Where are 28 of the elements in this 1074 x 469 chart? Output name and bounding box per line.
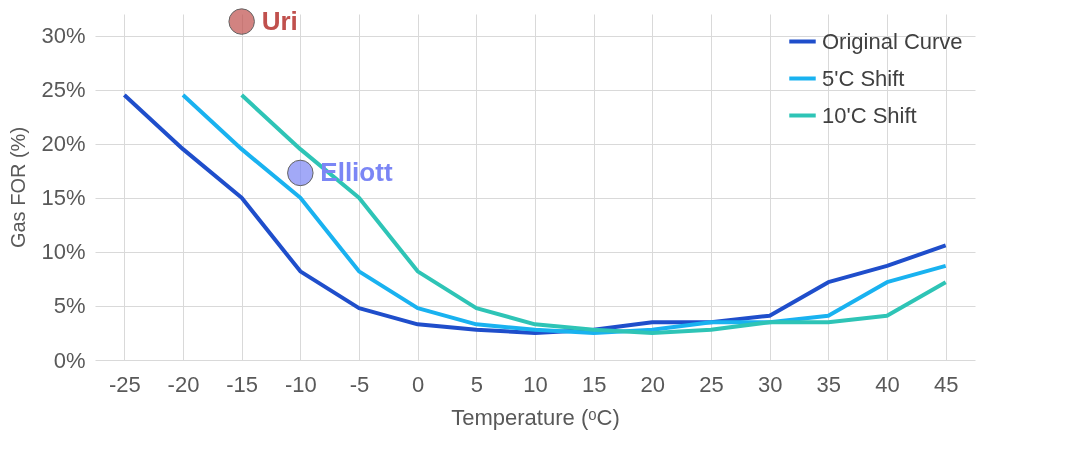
y-tick-label: 10% [41,239,86,265]
legend-label: 5'C Shift [822,65,905,91]
x-tick-label: 25 [699,371,724,397]
x-tick-label: 45 [933,371,959,397]
y-tick-label: 5% [53,293,86,319]
x-axis-title: Temperature (ᵒC) [451,404,620,430]
x-tick-label: 0 [412,371,425,397]
y-tick-label: 20% [41,131,86,157]
x-tick-label: -10 [284,371,317,397]
x-tick-label: -15 [226,371,259,397]
x-tick-label: -25 [108,371,141,397]
x-tick-label: 20 [640,371,666,397]
legend-label: Original Curve [822,28,963,54]
y-tick-label: 0% [53,347,86,373]
y-tick-label: 15% [41,185,86,211]
x-tick-label: 35 [816,371,842,397]
x-tick-label: -5 [349,371,370,397]
x-tick-label: 30 [757,371,783,397]
x-tick-label: 40 [875,371,900,397]
x-tick-label: -20 [167,371,200,397]
y-tick-label: 25% [41,77,86,103]
y-axis-title: Gas FOR (%) [7,126,30,249]
series-label: Uri [261,5,298,36]
y-tick-label: 30% [41,23,86,49]
x-tick-label: 10 [523,371,548,397]
legend-label: 10'C Shift [822,102,917,128]
x-tick-label: 15 [581,371,607,397]
x-tick-label: 5 [470,371,483,397]
